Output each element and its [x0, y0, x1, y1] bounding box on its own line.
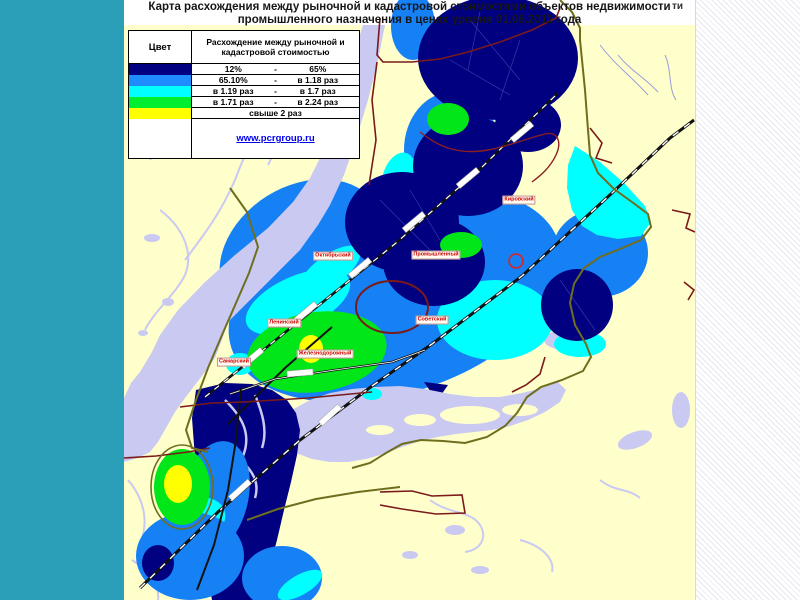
legend-swatch-column — [129, 64, 192, 158]
legend-range-row-3: в 1.71 раз - в 2.24 раз — [192, 97, 359, 108]
legend-color-swatch-0 — [129, 64, 191, 75]
slide-right-striped-panel — [695, 0, 800, 600]
legend-color-swatch-3 — [129, 97, 191, 108]
legend-value-column: 12% -65% 65.10% - в 1.18 раз в 1.19 раз - в 1.7… — [192, 64, 359, 158]
legend-range-row-2: в 1.19 раз - в 1.7 раз — [192, 86, 359, 97]
legend-link-row: www.pcrgroup.ru — [192, 119, 359, 158]
slide-left-teal-bar — [0, 0, 124, 600]
slide-title: Карта расхождения между рыночной и кадас… — [124, 1, 695, 26]
pcrgroup-link[interactable]: www.pcrgroup.ru — [236, 133, 315, 144]
legend-range-column-header: Расхождение между рыночной и кадастровой… — [206, 37, 345, 57]
ne-creeks — [599, 44, 677, 101]
volga-river — [124, 25, 385, 462]
zone-southwest-cluster — [136, 388, 382, 600]
ring-junction-marker — [508, 253, 524, 269]
zone-navy — [345, 0, 613, 401]
legend-range-row-4: свыше 2 раз — [192, 108, 359, 119]
stray-text-fragment: ти — [672, 1, 684, 12]
legend-color-column-header: Цвет — [129, 31, 192, 63]
legend-body: 12% -65% 65.10% - в 1.18 раз в 1.19 раз - в 1.7… — [129, 64, 359, 158]
legend-color-swatch-2 — [129, 86, 191, 97]
road-name-chips — [227, 120, 535, 502]
map-legend: Цвет Расхождение между рыночной и кадаст… — [128, 30, 360, 159]
slide-title-line2: промышленного назначения в ценах уровня … — [237, 13, 582, 26]
red-road-curve — [419, 131, 560, 183]
admin-boundary-olive — [150, 0, 653, 530]
legend-range-row-0: 12% -65% — [192, 64, 359, 75]
legend-range-row-1: 65.10% - в 1.18 раз — [192, 75, 359, 86]
legend-color-swatch-1 — [129, 75, 191, 86]
legend-header: Цвет Расхождение между рыночной и кадаст… — [129, 31, 359, 64]
legend-color-swatch-4 — [129, 108, 191, 119]
slide-title-line1: Карта расхождения между рыночной и кадас… — [148, 1, 671, 13]
street-texture — [379, 11, 596, 331]
floodplain-islands — [366, 404, 538, 435]
